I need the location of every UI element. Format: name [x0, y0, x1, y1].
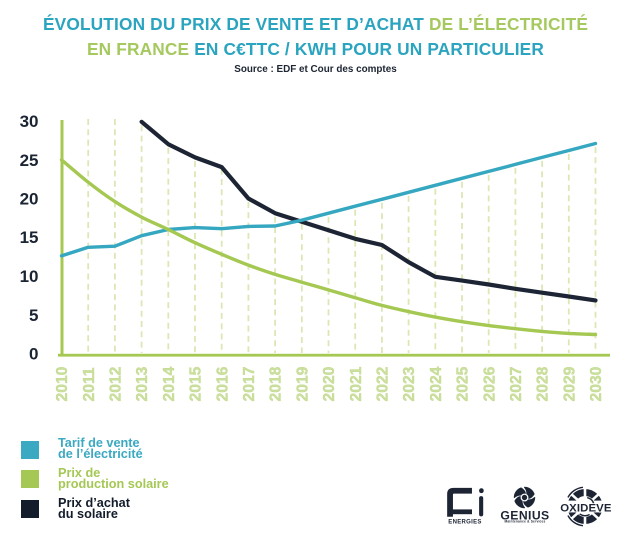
svg-text:GENIUS: GENIUS [500, 508, 549, 522]
svg-text:20: 20 [20, 190, 39, 209]
svg-text:ENERGIES: ENERGIES [448, 520, 481, 526]
svg-text:2023: 2023 [401, 366, 418, 401]
svg-text:2011: 2011 [81, 367, 98, 401]
svg-text:OXIDEVE: OXIDEVE [560, 502, 612, 514]
svg-text:30: 30 [20, 112, 39, 131]
svg-text:10: 10 [20, 267, 39, 286]
svg-text:2028: 2028 [535, 366, 552, 401]
svg-text:2013: 2013 [134, 366, 151, 401]
svg-text:2021: 2021 [348, 366, 365, 401]
svg-text:0: 0 [29, 345, 38, 364]
svg-text:2018: 2018 [268, 366, 285, 401]
svg-text:2014: 2014 [161, 366, 178, 401]
svg-text:2016: 2016 [214, 366, 231, 401]
svg-text:2029: 2029 [561, 366, 578, 401]
svg-text:2010: 2010 [54, 366, 71, 401]
svg-text:2024: 2024 [428, 366, 445, 401]
svg-text:2027: 2027 [508, 366, 525, 401]
svg-text:2026: 2026 [481, 366, 498, 401]
svg-text:2030: 2030 [588, 366, 605, 401]
svg-text:Maintenance & Services: Maintenance & Services [505, 520, 546, 524]
svg-text:2017: 2017 [241, 366, 258, 401]
svg-text:2012: 2012 [108, 366, 125, 401]
svg-text:5: 5 [29, 306, 38, 325]
svg-text:15: 15 [20, 228, 39, 247]
svg-text:2019: 2019 [294, 366, 311, 401]
svg-text:2025: 2025 [455, 366, 472, 401]
svg-text:2020: 2020 [321, 366, 338, 401]
svg-text:25: 25 [20, 151, 39, 170]
svg-text:2022: 2022 [375, 366, 392, 401]
svg-text:2015: 2015 [188, 366, 205, 401]
